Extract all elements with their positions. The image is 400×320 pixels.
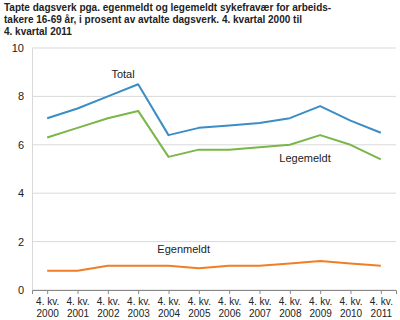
x-tick: 4. kv.2009: [309, 290, 332, 319]
y-tick-label: 2: [18, 236, 24, 248]
x-tick-label-line: 2000: [37, 308, 60, 319]
x-tick: 4. kv.2011: [370, 290, 393, 319]
x-tick-label-line: 4. kv.: [218, 296, 241, 307]
x-tick-label: 4. kv.2005: [188, 296, 211, 319]
x-tick: 4. kv.2001: [66, 290, 89, 319]
x-tick-label: 4. kv.2010: [339, 296, 362, 319]
x-tick-label-line: 4. kv.: [66, 296, 89, 307]
x-tick-label-line: 2007: [249, 308, 272, 319]
x-tick-mark: [138, 290, 139, 294]
series-line: [47, 261, 381, 271]
x-tick-label-line: 2004: [158, 308, 181, 319]
x-tick: 4. kv.2003: [127, 290, 150, 319]
x-tick: 4. kv.2006: [218, 290, 241, 319]
y-tick: 8: [18, 90, 32, 102]
y-tick: 4: [18, 187, 32, 199]
y-axis-line: [32, 49, 33, 291]
y-tick: 2: [18, 236, 32, 248]
x-tick-label-line: 2001: [67, 308, 90, 319]
grid-line: [32, 193, 396, 194]
x-tick-label-line: 2005: [188, 308, 211, 319]
grid-line: [32, 48, 396, 49]
x-tick-mark: [229, 290, 230, 294]
x-tick-label: 4. kv.2004: [157, 296, 180, 319]
x-tick-label-line: 4. kv.: [370, 296, 393, 307]
x-tick-mark: [381, 290, 382, 294]
y-tick: 6: [18, 139, 32, 151]
series-label: Egenmeldt: [157, 243, 210, 255]
plot-area: [47, 84, 381, 270]
x-tick-label: 4. kv.2001: [66, 296, 89, 319]
y-tick-label: 8: [18, 90, 24, 102]
x-tick-label-line: 4. kv.: [157, 296, 180, 307]
grid-line: [32, 241, 396, 242]
x-tick-label: 4. kv.2011: [370, 296, 393, 319]
x-tick-mark: [260, 290, 261, 294]
series-line: [47, 84, 381, 135]
x-tick-mark: [351, 290, 352, 294]
x-tick: 4. kv.2010: [339, 290, 362, 319]
y-tick-label: 10: [12, 42, 24, 54]
x-tick-label: 4. kv.2009: [309, 296, 332, 319]
series-line: [47, 111, 381, 159]
x-tick-label: 4. kv.2002: [97, 296, 120, 319]
x-tick-label-line: 2006: [219, 308, 242, 319]
x-tick-mark: [199, 290, 200, 294]
series-label: Legemeldt: [279, 152, 330, 164]
x-tick-label-line: 4. kv.: [97, 296, 120, 307]
x-tick-label-line: 2008: [279, 308, 302, 319]
x-tick: 4. kv.2002: [97, 290, 120, 319]
x-tick: 4. kv.2004: [157, 290, 180, 319]
x-tick: 4. kv.2000: [36, 290, 59, 319]
x-tick-mark: [47, 290, 48, 294]
title: Tapte dagsverk pga. egenmeldt og legemel…: [4, 2, 331, 37]
x-tick: 4. kv.2007: [248, 290, 271, 319]
y-tick: 0: [18, 284, 32, 296]
chart: Tapte dagsverk pga. egenmeldt og legemel…: [0, 0, 400, 320]
x-tick-label-line: 2011: [371, 308, 393, 319]
x-tick-label: 4. kv.2008: [279, 296, 302, 319]
x-tick-label-line: 4. kv.: [248, 296, 271, 307]
x-tick-label-line: 4. kv.: [188, 296, 211, 307]
title-line: Tapte dagsverk pga. egenmeldt og legemel…: [4, 2, 331, 13]
y-tick-label: 6: [18, 139, 24, 151]
x-tick-mark: [169, 290, 170, 294]
x-tick-label-line: 4. kv.: [279, 296, 302, 307]
y-tick-label: 4: [18, 187, 24, 199]
y-tick-label: 0: [18, 284, 24, 296]
x-tick-label-line: 4. kv.: [309, 296, 332, 307]
grid-line: [32, 144, 396, 145]
x-tick-mark: [108, 290, 109, 294]
grid: [32, 48, 396, 290]
series-label: Total: [111, 68, 134, 80]
y-axis: 0 2 4 6 8 10: [12, 42, 33, 296]
x-tick-label: 4. kv.2007: [248, 296, 271, 319]
x-tick-label: 4. kv.2000: [36, 296, 59, 319]
x-tick-label-line: 2010: [340, 308, 363, 319]
x-axis: 4. kv.20004. kv.20014. kv.20024. kv.2003…: [33, 290, 397, 319]
x-tick-label-line: 4. kv.: [127, 296, 150, 307]
grid-line: [32, 96, 396, 97]
title-line: 4. kvartal 2011: [4, 26, 72, 37]
x-tick: 4. kv.2005: [188, 290, 211, 319]
x-tick-label: 4. kv.2006: [218, 296, 241, 319]
x-tick-label-line: 4. kv.: [339, 296, 362, 307]
x-tick-mark: [290, 290, 291, 294]
x-tick-label-line: 2009: [310, 308, 333, 319]
x-tick-label-line: 4. kv.: [36, 296, 59, 307]
y-tick: 10: [12, 42, 32, 54]
x-tick: 4. kv.2008: [279, 290, 302, 319]
x-tick-label: 4. kv.2003: [127, 296, 150, 319]
title-line: takere 16-69 år, i prosent av avtalte da…: [4, 14, 302, 25]
x-tick-mark: [78, 290, 79, 294]
x-tick-mark: [320, 290, 321, 294]
x-tick-label-line: 2003: [128, 308, 151, 319]
x-axis-line: [33, 291, 397, 295]
x-tick-label-line: 2002: [97, 308, 120, 319]
